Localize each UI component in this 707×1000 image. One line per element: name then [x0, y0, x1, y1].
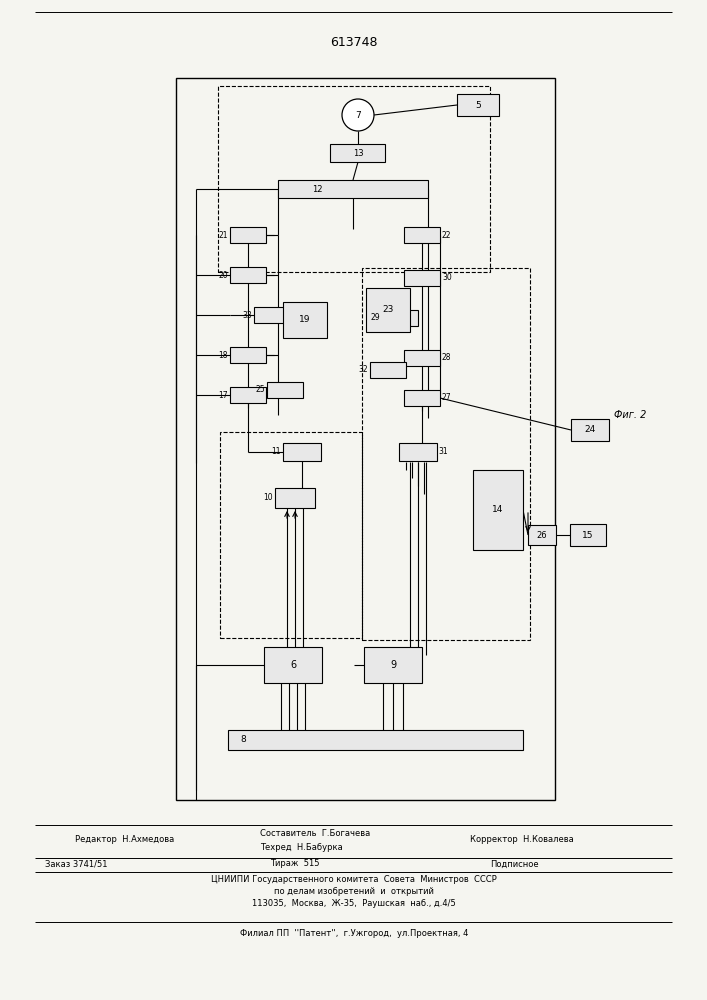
Text: 17: 17	[218, 390, 228, 399]
Bar	[404, 270, 440, 286]
Bar	[230, 267, 266, 283]
Text: 11: 11	[271, 448, 281, 456]
Text: 20: 20	[218, 270, 228, 279]
Bar	[230, 227, 266, 243]
Bar	[404, 227, 440, 243]
Text: 12: 12	[312, 184, 323, 194]
Text: 10: 10	[264, 493, 273, 502]
Bar	[528, 525, 556, 545]
Bar	[283, 302, 327, 338]
Bar	[570, 524, 606, 546]
Text: 5: 5	[475, 101, 481, 109]
Text: по делам изобретений  и  открытий: по делам изобретений и открытий	[274, 888, 434, 896]
Text: 30: 30	[442, 273, 452, 282]
Bar	[254, 307, 290, 323]
Bar	[264, 647, 322, 683]
Text: 613748: 613748	[330, 35, 378, 48]
Text: ЦНИИПИ Государственного комитета  Совета  Министров  СССР: ЦНИИПИ Государственного комитета Совета …	[211, 876, 497, 884]
Bar	[364, 647, 422, 683]
Text: 22: 22	[442, 231, 452, 239]
Bar	[275, 488, 315, 508]
Text: 6: 6	[290, 660, 296, 670]
Text: 23: 23	[382, 306, 394, 314]
Text: 33: 33	[243, 310, 252, 320]
Text: 31: 31	[438, 448, 448, 456]
Text: 113035,  Москва,  Ж-35,  Раушская  наб., д.4/5: 113035, Москва, Ж-35, Раушская наб., д.4…	[252, 900, 456, 908]
Bar	[473, 470, 523, 550]
Bar	[267, 382, 303, 398]
Text: Заказ 3741/51: Заказ 3741/51	[45, 859, 107, 868]
Bar	[404, 350, 440, 366]
Bar	[220, 432, 362, 638]
Text: 15: 15	[583, 530, 594, 540]
Bar	[330, 144, 385, 162]
Bar	[230, 387, 266, 403]
Bar	[366, 288, 410, 332]
Text: 14: 14	[492, 506, 503, 514]
Bar	[278, 180, 428, 198]
Bar	[399, 443, 437, 461]
Text: Филиал ПП  ''Патент'',  г.Ужгород,  ул.Проектная, 4: Филиал ПП ''Патент'', г.Ужгород, ул.Прое…	[240, 930, 468, 938]
Bar	[370, 362, 406, 378]
Text: 18: 18	[218, 351, 228, 360]
Text: 25: 25	[255, 385, 265, 394]
Text: 19: 19	[299, 316, 311, 324]
Bar	[228, 730, 523, 750]
Text: 26: 26	[537, 530, 547, 540]
Bar	[457, 94, 499, 116]
Text: Редактор  Н.Ахмедова: Редактор Н.Ахмедова	[75, 836, 174, 844]
Text: 9: 9	[390, 660, 396, 670]
Text: Фиг. 2: Фиг. 2	[614, 410, 646, 420]
Bar	[571, 419, 609, 441]
Bar	[382, 310, 418, 326]
Text: 13: 13	[353, 148, 363, 157]
Text: 32: 32	[358, 365, 368, 374]
Bar	[230, 347, 266, 363]
Text: Корректор  Н.Ковалева: Корректор Н.Ковалева	[470, 836, 574, 844]
Bar	[362, 268, 530, 640]
Text: 21: 21	[218, 231, 228, 239]
Text: Тираж  515: Тираж 515	[270, 859, 320, 868]
Text: Подписное: Подписное	[490, 859, 539, 868]
Bar	[283, 443, 321, 461]
Text: 7: 7	[355, 110, 361, 119]
Text: Техред  Н.Бабурка: Техред Н.Бабурка	[260, 844, 343, 852]
Text: 29: 29	[370, 314, 380, 322]
Bar	[218, 86, 490, 272]
Text: 8: 8	[240, 736, 246, 744]
Bar	[176, 78, 555, 800]
Bar	[404, 390, 440, 406]
Circle shape	[342, 99, 374, 131]
Text: 28: 28	[442, 354, 452, 362]
Text: 27: 27	[442, 393, 452, 402]
Text: 24: 24	[585, 426, 595, 434]
Text: Составитель  Г.Богачева: Составитель Г.Богачева	[260, 828, 370, 838]
